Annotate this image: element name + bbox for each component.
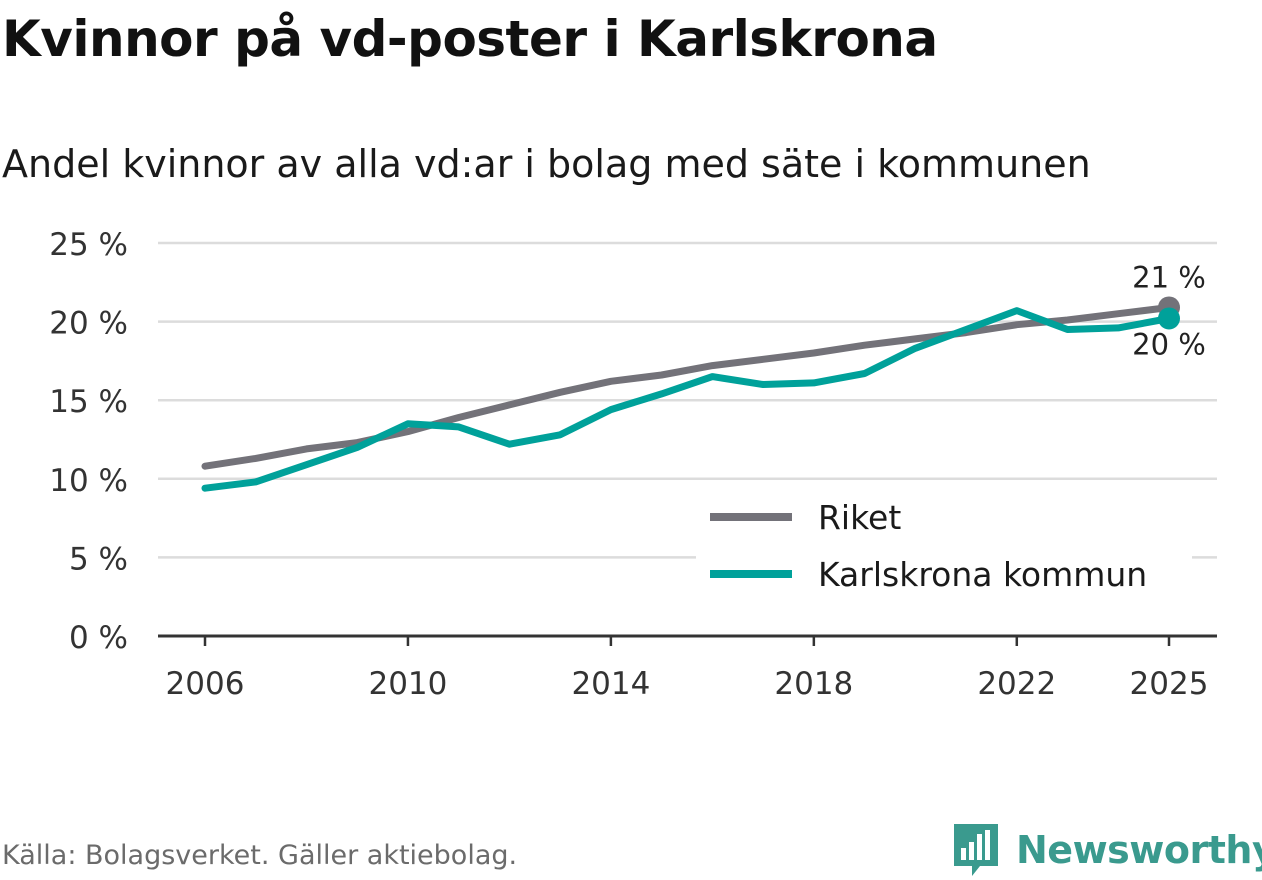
x-tick-label: 2006 <box>166 666 245 702</box>
legend-label: Karlskrona kommun <box>818 555 1147 594</box>
series-lines: 21 % 20 % <box>201 260 1206 492</box>
brand-name: Newsworthy <box>1016 828 1262 872</box>
legend-label: Riket <box>818 498 901 537</box>
y-tick-label: 10 % <box>49 463 128 499</box>
end-point-marker <box>1158 307 1180 330</box>
y-tick-label: 5 % <box>69 541 128 577</box>
chart-subtitle: Andel kvinnor av alla vd:ar i bolag med … <box>2 142 1091 186</box>
newsworthy-logo-icon <box>954 824 998 876</box>
x-axis: 2006 2010 2014 2018 2022 2025 <box>158 634 1217 702</box>
y-axis-tick-labels: 0 % 5 % 10 % 15 % 20 % 25 % <box>49 227 128 656</box>
y-tick-label: 25 % <box>49 227 128 263</box>
line-chart: 0 %5 %10 %15 %20 %25 % 2006 2010 2014 2018 2… <box>49 227 1217 702</box>
source-note: Källa: Bolagsverket. Gäller aktiebolag. <box>2 840 518 871</box>
y-tick-label: 0 % <box>69 620 128 656</box>
end-value-label: 20 % <box>1132 327 1206 361</box>
y-tick-label: 15 % <box>49 384 128 420</box>
chart-title: Kvinnor på vd-poster i Karlskrona <box>2 10 938 68</box>
legend: Riket Karlskrona kommun <box>696 490 1192 598</box>
x-tick-label: 2025 <box>1130 666 1209 702</box>
legend-background <box>696 490 1192 598</box>
end-value-label: 21 % <box>1132 260 1206 294</box>
x-tick-label: 2022 <box>977 666 1056 702</box>
x-tick-label: 2014 <box>571 666 650 702</box>
y-tick-label: 20 % <box>49 306 128 342</box>
brand-logo: Newsworthy <box>950 820 1262 880</box>
series-line-karlskrona <box>201 307 1173 492</box>
x-tick-label: 2018 <box>774 666 853 702</box>
x-tick-label: 2010 <box>368 666 447 702</box>
